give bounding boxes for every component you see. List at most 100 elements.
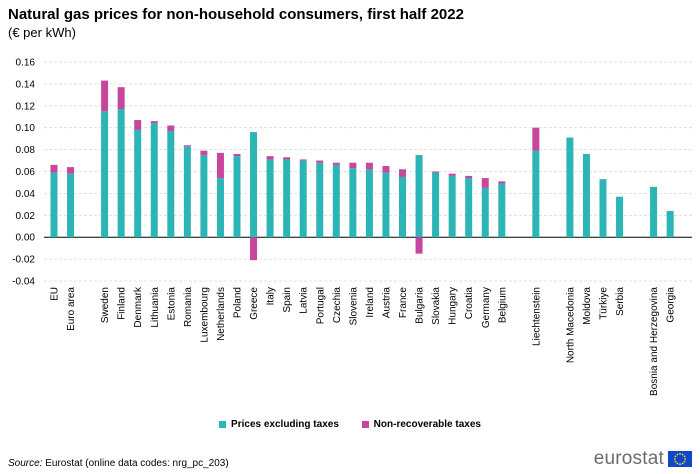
x-tick-label-luxembourg: Luxembourg (199, 287, 210, 343)
x-tick-label-netherlands: Netherlands (216, 287, 227, 341)
bar-segment-prices-germany (481, 187, 489, 238)
bar-segment-prices-liechtenstein (532, 150, 540, 238)
bar-segment-prices-luxembourg (200, 155, 208, 238)
bar-segment-prices-georgia (666, 210, 674, 238)
bar-luxembourg (200, 150, 208, 238)
x-tick-label-austria: Austria (381, 287, 392, 319)
bar-latvia (299, 159, 307, 238)
x-tick-label-lithuania: Lithuania (150, 287, 161, 328)
x-tick-label-georgia: Georgia (666, 287, 677, 323)
x-tick-label-moldova: Moldova (582, 287, 593, 325)
bar-lithuania (150, 121, 158, 238)
legend-item-non-recoverable-taxes: Non-recoverable taxes (361, 419, 481, 430)
x-tick-label-bosnia-and-herzegovina: Bosnia and Herzegovina (649, 287, 660, 396)
y-tick-label: 0.12 (16, 101, 36, 112)
x-tick-label-croatia: Croatia (464, 287, 475, 320)
bar-germany (481, 178, 489, 238)
bar-segment-prices-ireland (365, 169, 373, 238)
x-tick-label-liechtenstein: Liechtenstein (531, 287, 542, 346)
bar-segment-prices-france (399, 176, 406, 238)
bar-segment-taxes-belgium (498, 181, 506, 184)
bar-segment-prices-spain (283, 159, 291, 238)
x-tick-label-romania: Romania (183, 287, 194, 327)
source-text: Eurostat (online data codes: nrg_pc_203) (42, 458, 229, 469)
bar-segment-taxes-luxembourg (200, 150, 208, 156)
x-tick-label-euro-area: Euro area (66, 287, 77, 331)
bar-segment-taxes-eu (50, 164, 58, 173)
legend: Prices excluding taxes Non-recoverable t… (0, 419, 700, 430)
bar-segment-taxes-poland (233, 153, 241, 157)
bar-slovakia (432, 171, 440, 238)
bar-segment-taxes-finland (117, 87, 125, 110)
y-tick-label: 0.14 (16, 79, 36, 90)
bar-eu (50, 164, 58, 238)
x-tick-label-france: France (398, 287, 409, 319)
x-tick-label-slovakia: Slovakia (431, 287, 442, 325)
bar-greece (250, 132, 258, 261)
y-tick-label: -0.02 (12, 255, 35, 266)
bar-segment-prices-turkiye (599, 179, 607, 238)
bar-netherlands (216, 152, 224, 238)
x-tick-label-spain: Spain (282, 287, 293, 313)
bar-segment-taxes-ireland (365, 162, 373, 170)
bar-moldova (582, 153, 590, 238)
x-tick-label-turkiye: Türkiye (599, 287, 610, 320)
bar-segment-taxes-france (399, 169, 406, 177)
x-tick-label-serbia: Serbia (615, 287, 626, 316)
bar-segment-prices-lithuania (150, 123, 158, 238)
bar-liechtenstein (532, 127, 540, 238)
bar-romania (183, 145, 191, 238)
bar-austria (382, 166, 390, 238)
bar-segment-prices-serbia (616, 196, 624, 238)
chart-subtitle: (€ per kWh) (8, 25, 76, 40)
y-axis-ticks: 0.16 0.14 0.12 0.10 0.08 0.06 0.04 0.02 0.00 -0.0… (12, 58, 35, 288)
bar-segment-taxes-greece (250, 237, 258, 261)
eurostat-logo: eurostat (594, 448, 692, 470)
x-tick-label-eu: EU (50, 287, 61, 301)
bar-segment-taxes-estonia (167, 125, 175, 131)
bar-segment-taxes-germany (481, 178, 489, 188)
x-tick-label-slovenia: Slovenia (348, 287, 359, 326)
bar-segment-taxes-portugal (316, 160, 324, 163)
bar-segment-taxes-latvia (299, 159, 307, 161)
bar-italy (266, 156, 274, 238)
bar-georgia (666, 210, 674, 238)
x-tick-label-latvia: Latvia (299, 287, 310, 314)
bar-segment-taxes-netherlands (216, 152, 224, 179)
bar-segment-prices-slovenia (349, 168, 357, 238)
x-tick-label-poland: Poland (233, 287, 244, 318)
bar-segment-prices-bosnia-and-herzegovina (650, 186, 658, 238)
bar-segment-taxes-hungary (448, 173, 456, 176)
x-tick-label-north-macedonia: North Macedonia (565, 287, 576, 364)
x-tick-label-bulgaria: Bulgaria (415, 287, 426, 324)
bar-portugal (316, 160, 324, 238)
chart-title: Natural gas prices for non-household con… (8, 6, 464, 23)
bar-finland (117, 87, 125, 238)
bar-segment-prices-denmark (134, 129, 142, 238)
bar-croatia (465, 175, 473, 238)
bar-segment-prices-poland (233, 156, 241, 238)
bar-segment-prices-portugal (316, 162, 324, 238)
bar-segment-prices-estonia (167, 130, 175, 238)
legend-swatch-non-recoverable-taxes (361, 421, 369, 428)
bar-segment-taxes-spain (283, 157, 291, 160)
legend-item-prices-excluding-taxes: Prices excluding taxes (219, 419, 339, 430)
y-tick-label: 0.04 (16, 189, 36, 200)
bar-segment-taxes-slovenia (349, 162, 357, 169)
x-tick-label-belgium: Belgium (497, 287, 508, 323)
bar-segment-prices-finland (117, 109, 125, 238)
bar-hungary (448, 173, 456, 238)
y-tick-label: 0.02 (16, 211, 36, 222)
bar-segment-prices-latvia (299, 160, 307, 238)
bar-segment-taxes-lithuania (150, 121, 158, 124)
bar-segment-prices-greece (250, 132, 258, 238)
bar-turkiye (599, 179, 607, 238)
x-tick-label-portugal: Portugal (315, 287, 326, 324)
bar-segment-taxes-bulgaria (415, 237, 423, 254)
bar-segment-taxes-austria (382, 166, 390, 173)
y-tick-label: 0.16 (16, 58, 36, 69)
source-note: Source: Eurostat (online data codes: nrg… (8, 458, 229, 469)
x-tick-label-italy: Italy (266, 287, 277, 305)
bar-segment-taxes-liechtenstein (532, 127, 540, 151)
bar-segment-prices-slovakia (432, 172, 440, 238)
